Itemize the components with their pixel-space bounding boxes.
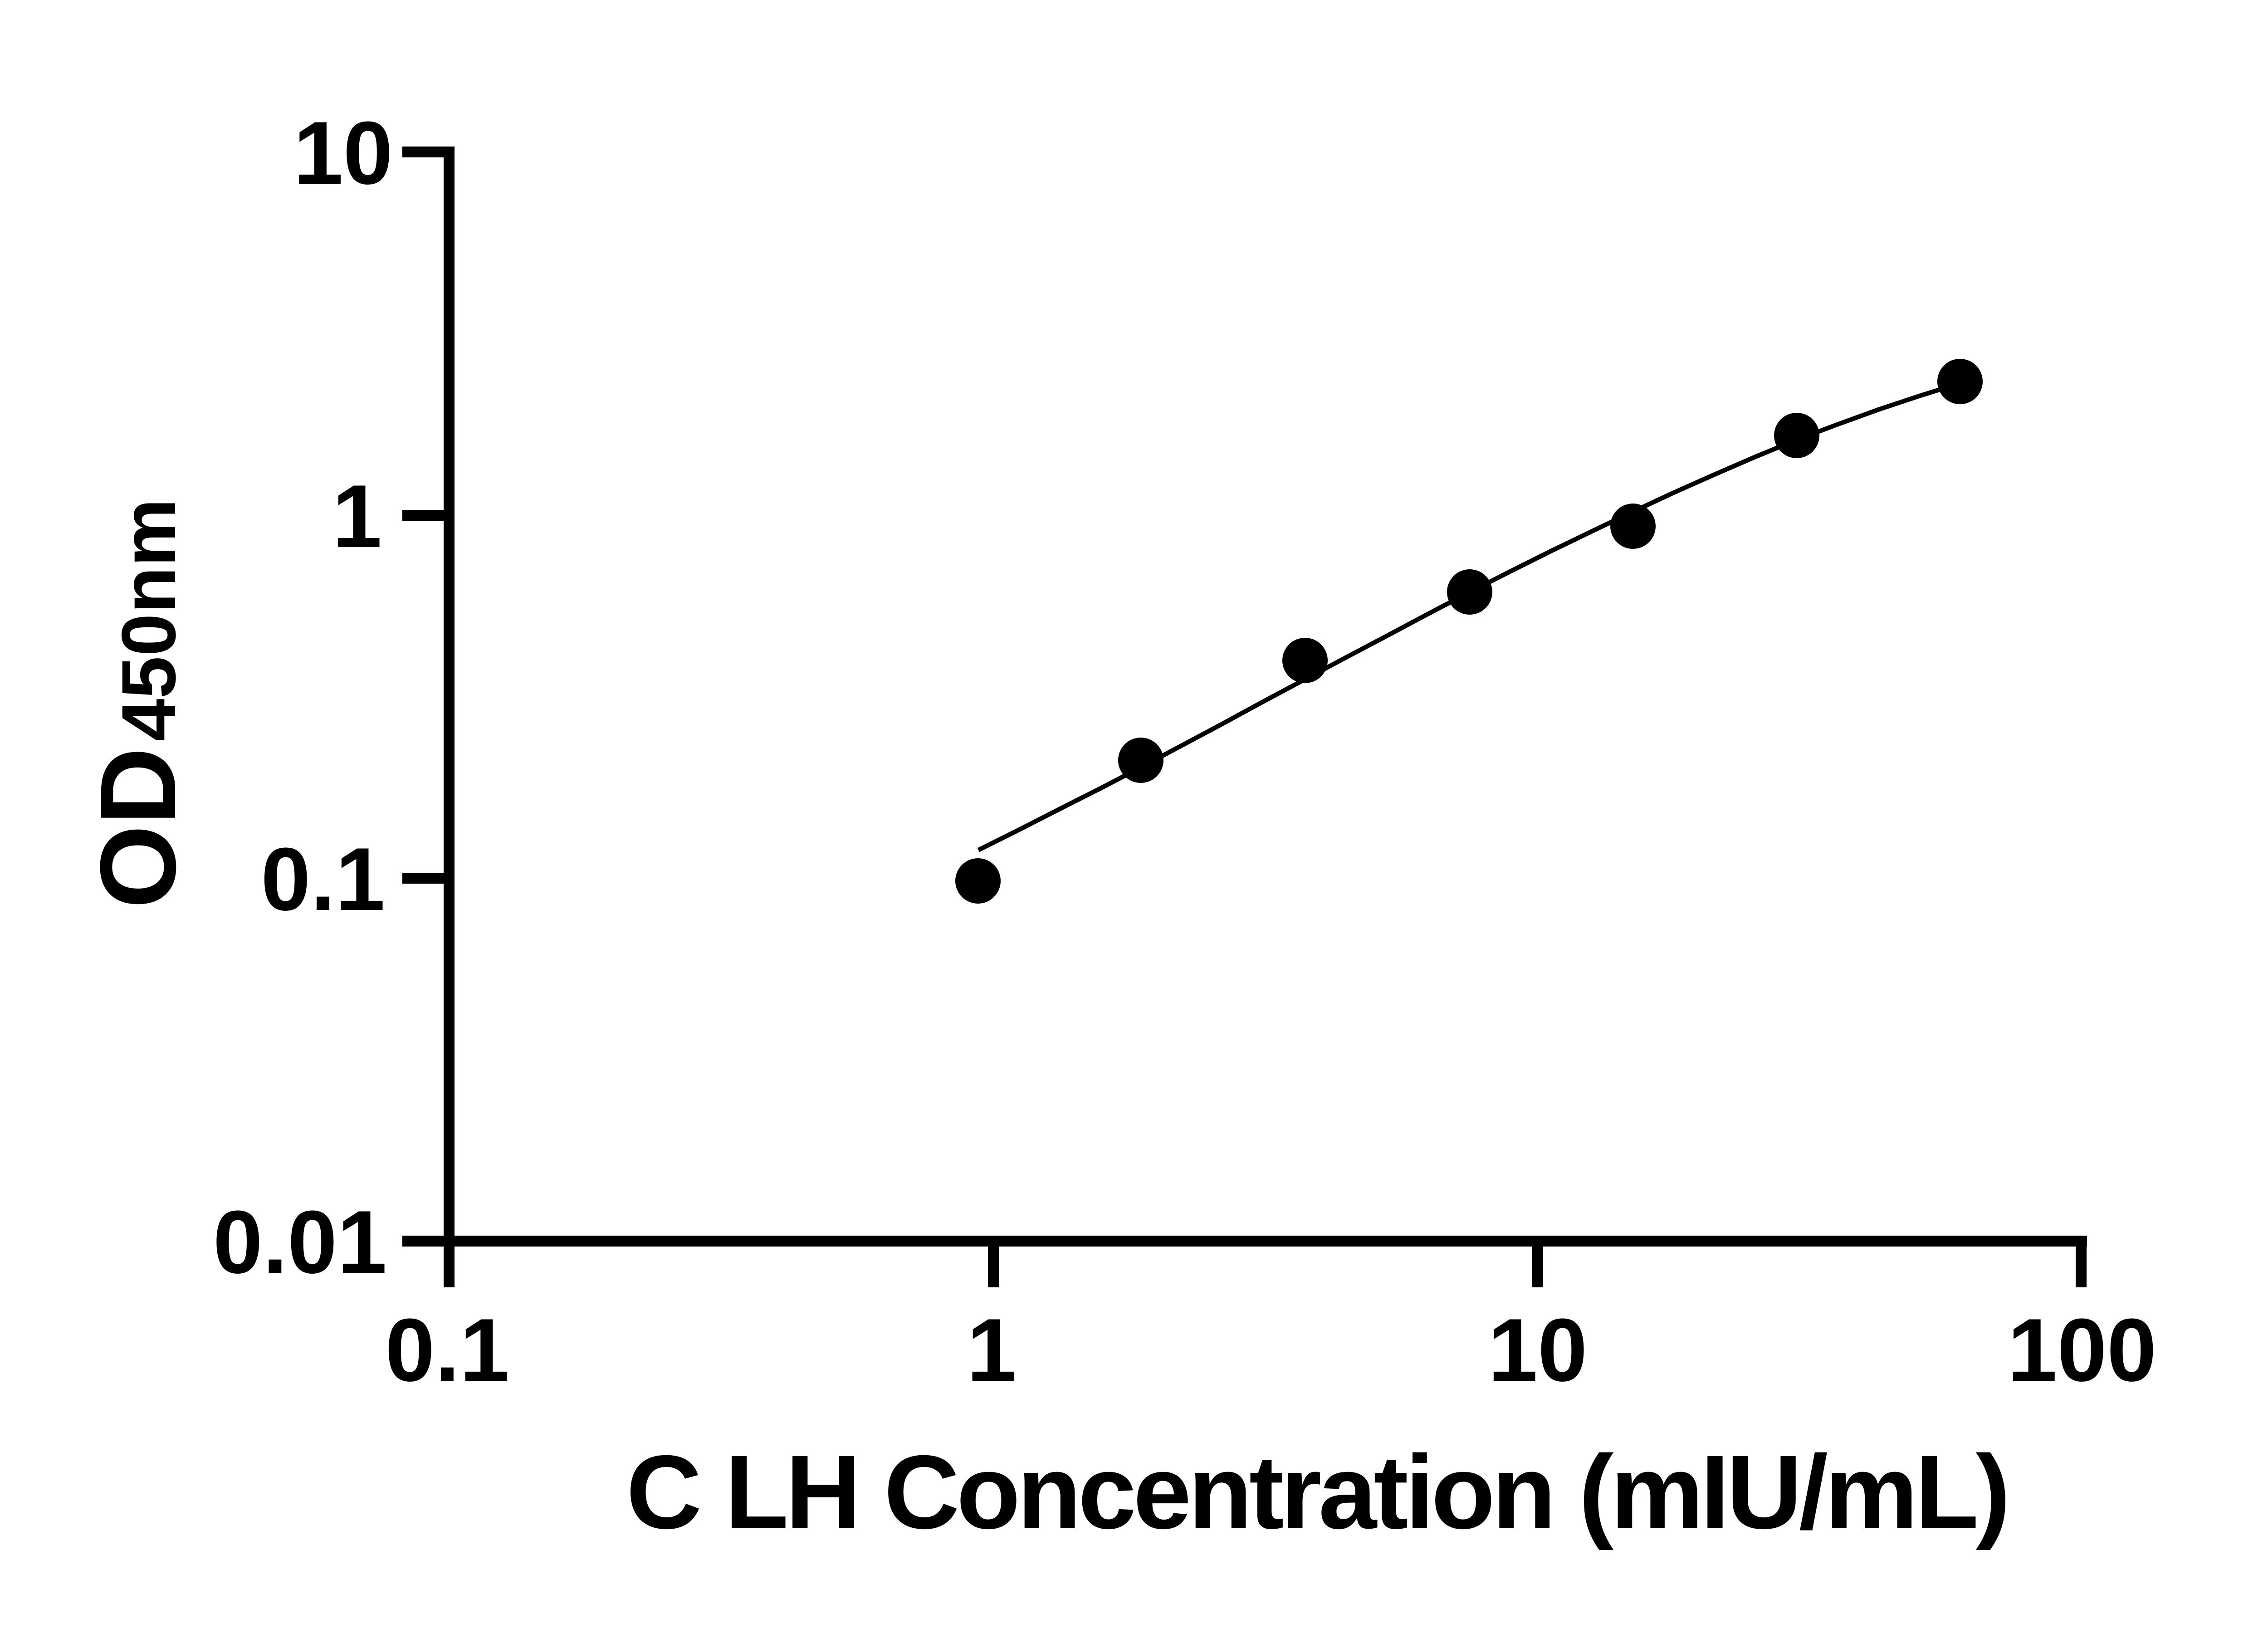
- svg-text:0.01: 0.01: [213, 1192, 387, 1292]
- svg-text:10: 10: [293, 103, 393, 203]
- svg-text:C LH Concentration (mIU/mL): C LH Concentration (mIU/mL): [626, 1433, 2008, 1550]
- svg-text:100: 100: [2008, 1300, 2157, 1400]
- svg-text:10: 10: [1488, 1300, 1587, 1400]
- svg-text:1: 1: [332, 466, 382, 566]
- svg-text:0.1: 0.1: [261, 829, 385, 929]
- svg-text:1: 1: [967, 1300, 1017, 1400]
- svg-text:0.1: 0.1: [385, 1300, 509, 1400]
